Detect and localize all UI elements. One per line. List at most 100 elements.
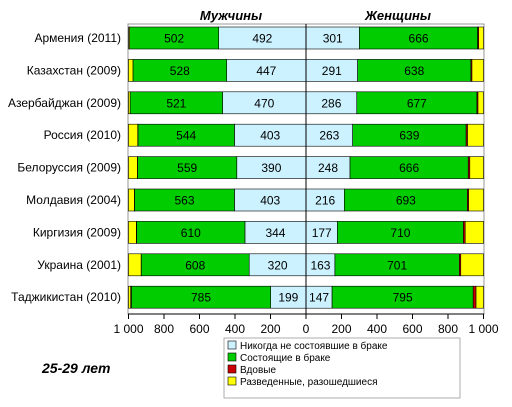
data-label: 390: [261, 161, 281, 175]
bar-row: Армения (2011) 492 502 301 666: [34, 26, 484, 50]
data-label: 666: [399, 161, 419, 175]
tick-label: 1 000: [113, 322, 143, 336]
data-label: 559: [177, 161, 197, 175]
tick-label: 1 000: [468, 322, 498, 336]
data-label: 795: [393, 291, 413, 305]
legend-swatch: [227, 376, 237, 386]
category-label: Россия (2010): [44, 128, 121, 142]
data-label: 286: [321, 96, 341, 110]
data-label: 521: [166, 96, 186, 110]
legend-label: Никогда не состоявшие в браке: [240, 340, 388, 352]
data-label: 563: [174, 194, 194, 208]
tick-label: 200: [260, 322, 280, 336]
bar-segment-women: [464, 221, 484, 244]
legend-box: [223, 337, 461, 399]
category-label: Украина (2001): [37, 258, 121, 272]
data-label: 492: [252, 32, 272, 46]
data-label: 177: [312, 226, 332, 240]
bar-row: Азербайджан (2009) 470 521 286 677: [8, 91, 484, 115]
bar-row: Молдавия (2004) 403 563 216 693: [26, 188, 484, 212]
data-label: 610: [181, 226, 201, 240]
bar-segment-men: [128, 221, 137, 244]
data-label: 502: [164, 32, 184, 46]
legend-swatch: [227, 340, 237, 350]
category-label: Киргизия (2009): [33, 225, 121, 239]
legend-swatch: [227, 352, 237, 362]
bar-segment-men: [128, 26, 130, 50]
legend-label: Вдовые: [240, 365, 276, 376]
bar-segment-men: [128, 188, 135, 212]
chart-subtitle: 25-29 лет: [41, 360, 110, 376]
bar-rows: Армения (2011) 492 502 301 666 Казахстан (200…: [8, 23, 485, 315]
bar-row: Россия (2010) 403 544 263 639: [44, 123, 484, 147]
category-label: Молдавия (2004): [26, 193, 121, 207]
legend-label: Разведенные, разошедшиеся: [240, 377, 378, 388]
data-label: 163: [310, 258, 330, 272]
tick-label: 400: [225, 322, 245, 336]
bar-segment-women: [478, 26, 484, 50]
data-label: 544: [176, 129, 196, 143]
bar-segment-women: [475, 285, 484, 309]
tick-label: 600: [189, 322, 209, 336]
data-label: 320: [268, 258, 288, 272]
bar-segment-women: [477, 91, 484, 115]
data-label: 470: [254, 96, 274, 110]
bar-row: Белоруссия (2009) 390 559 248 666: [17, 156, 484, 179]
x-axis: 1 000 800 600 400 200 0 200 400 600 800 1 000: [113, 24, 499, 336]
bar-row: Украина (2001) 320 608 163 701: [37, 253, 484, 277]
category-label: Таджикистан (2010): [11, 290, 121, 304]
data-label: 301: [323, 32, 343, 46]
bar-segment-women: [468, 188, 484, 212]
data-label: 199: [278, 291, 298, 305]
data-label: 263: [319, 129, 339, 143]
data-label: 248: [318, 161, 338, 175]
tick-label: 0: [303, 322, 310, 336]
data-label: 447: [256, 64, 276, 78]
data-label: 608: [185, 258, 205, 272]
bar-segment-men: [128, 285, 131, 309]
tick-label: 600: [402, 322, 422, 336]
bar-row: Казахстан (2009) 447 528 291 638: [27, 59, 484, 82]
data-label: 701: [387, 258, 407, 272]
legend-entry: Вдовые: [227, 364, 276, 376]
data-label: 403: [260, 129, 280, 143]
bar-segment-men: [128, 156, 138, 179]
category-label: Армения (2011): [34, 31, 121, 45]
tick-label: 200: [331, 322, 351, 336]
tick-label: 800: [438, 322, 458, 336]
data-label: 693: [396, 194, 416, 208]
data-label: 666: [409, 32, 429, 46]
tick-label: 800: [154, 322, 174, 336]
bar-segment-men: [128, 123, 139, 147]
bar-segment-women: [460, 253, 484, 277]
bar-segment-men: [128, 253, 142, 277]
bar-segment-men: [128, 59, 134, 82]
data-label: 147: [309, 291, 329, 305]
category-label: Белоруссия (2009): [17, 161, 121, 175]
data-label: 528: [170, 64, 190, 78]
data-label: 677: [407, 96, 427, 110]
data-label: 638: [404, 64, 424, 78]
legend-label: Состоящие в браке: [240, 352, 331, 364]
data-label: 216: [315, 194, 335, 208]
bar-segment-women: [472, 285, 477, 309]
legend-swatch: [227, 364, 237, 374]
legend-entry: Разведенные, разошедшиеся: [227, 376, 378, 388]
bar-row: Киргизия (2009) 344 610 177 710: [33, 221, 484, 244]
category-label: Казахстан (2009): [27, 63, 121, 77]
data-label: 403: [260, 194, 280, 208]
data-label: 785: [191, 291, 211, 305]
category-label: Азербайджан (2009): [8, 96, 121, 110]
panel-title-men: Мужчины: [200, 8, 262, 23]
bar-segment-women: [469, 156, 484, 179]
legend-entry: Никогда не состоявшие в браке: [227, 340, 388, 352]
bar-segment-men: [128, 91, 131, 115]
panel-title-women: Женщины: [364, 8, 431, 23]
bar-segment-women: [467, 123, 484, 147]
legend-entry: Состоящие в браке: [227, 352, 331, 364]
bar-segment-women: [471, 59, 484, 82]
bar-row: Таджикистан (2010) 199 785 147 795: [11, 285, 484, 309]
data-label: 639: [399, 129, 419, 143]
